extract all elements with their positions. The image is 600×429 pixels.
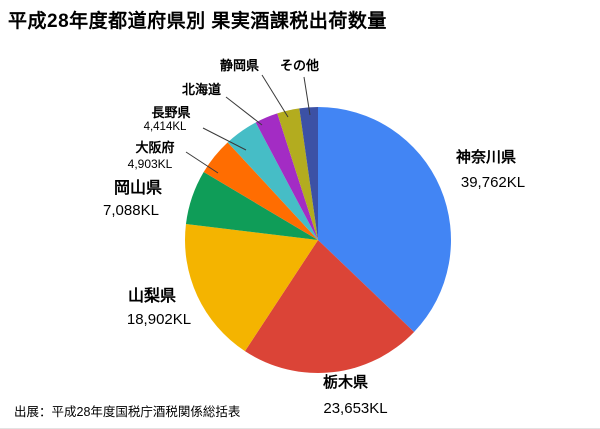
label-kanagawa-name: 神奈川県 (455, 149, 516, 166)
leader-line-shizuoka (261, 74, 289, 118)
label-tochigi-name: 栃木県 (322, 374, 368, 391)
pie-slice-4 (203, 142, 318, 240)
label-shizuoka-name: 静岡県 (220, 58, 260, 73)
leader-line-sonota (303, 76, 311, 116)
label-okayama: 岡山県 7,088KL (93, 180, 183, 219)
label-kanagawa-value: 39,762KL (460, 174, 526, 191)
leader-lines (185, 74, 311, 174)
label-nagano-value: 4,414KL (143, 121, 187, 133)
pie-slice-5 (227, 122, 318, 240)
label-osaka: 大阪府 4,903KL (116, 141, 184, 170)
label-hokkaido: 北海道 (182, 83, 221, 96)
pie-slice-2 (184, 224, 318, 352)
label-yamanashi-value: 18,902KL (126, 311, 192, 328)
label-sonota-name: その他 (280, 58, 320, 73)
label-osaka-name: 大阪府 (135, 140, 175, 155)
pie-slice-0 (318, 107, 451, 332)
label-yamanashi: 山梨県 18,902KL (102, 288, 202, 328)
label-sonota: その他 (280, 59, 319, 72)
label-nagano-name: 長野県 (151, 105, 191, 120)
pie-slice-6 (255, 113, 318, 240)
label-tochigi: 栃木県 23,653KL (283, 375, 408, 416)
pie-slice-8 (299, 107, 318, 240)
pie-slices (184, 107, 451, 373)
label-osaka-value: 4,903KL (127, 157, 173, 171)
label-okayama-value: 7,088KL (103, 202, 159, 219)
label-yamanashi-name: 山梨県 (127, 288, 176, 305)
leader-line-hokkaido (225, 96, 263, 126)
label-tochigi-value: 23,653KL (323, 400, 388, 417)
leader-line-nagano (202, 127, 247, 151)
label-shizuoka: 静岡県 (220, 59, 259, 72)
source-note: 出展：平成28年度国税庁酒税関係総括表 (14, 405, 241, 419)
pie-slice-1 (244, 240, 415, 373)
chart-title: 平成28年度都道府県別 果実酒課税出荷数量 (8, 11, 387, 32)
pie-slice-7 (277, 108, 318, 240)
pie-slice-3 (185, 172, 318, 240)
leader-line-osaka (185, 151, 219, 174)
label-nagano: 長野県 4,414KL (132, 106, 198, 134)
label-hokkaido-name: 北海道 (182, 82, 222, 97)
label-okayama-name: 岡山県 (113, 180, 162, 197)
label-kanagawa: 神奈川県 39,762KL (440, 150, 532, 190)
